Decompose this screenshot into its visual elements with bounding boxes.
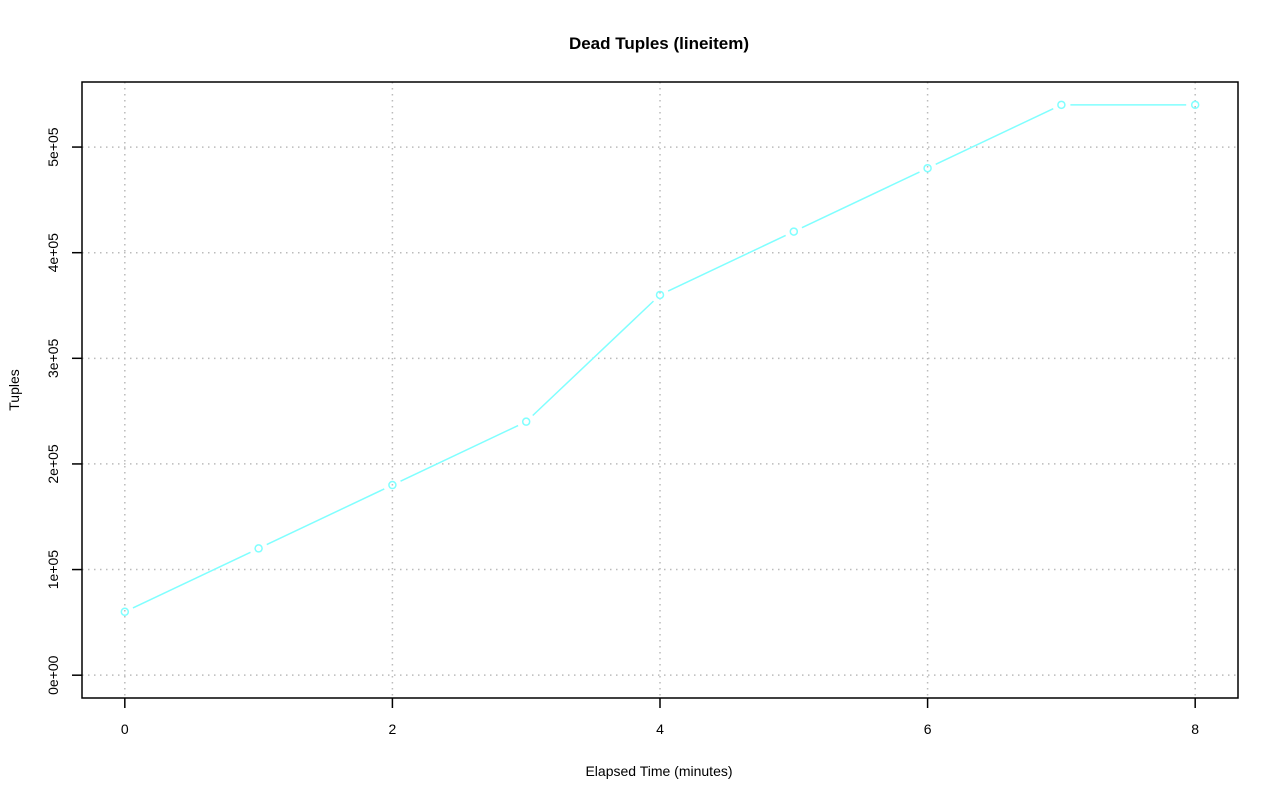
data-point xyxy=(789,227,799,236)
series-line-segment xyxy=(266,488,385,546)
plot-box xyxy=(81,81,1239,699)
series-line-segment xyxy=(667,234,786,292)
series-line-segment xyxy=(935,107,1054,166)
x-axis-label: Elapsed Time (minutes) xyxy=(585,763,732,779)
x-tick-label: 2 xyxy=(389,721,397,737)
data-point xyxy=(120,607,130,617)
y-tick-label: 0e+00 xyxy=(45,655,61,695)
series-line-segment xyxy=(801,171,920,229)
data-point xyxy=(655,290,665,300)
y-tick-label: 2e+05 xyxy=(45,444,61,484)
x-tick-label: 0 xyxy=(121,721,129,737)
grid xyxy=(82,82,1238,698)
data-point xyxy=(923,163,932,173)
x-tick-label: 4 xyxy=(656,721,664,737)
data-point xyxy=(388,480,397,490)
x-tick-label: 6 xyxy=(924,721,932,737)
data-point xyxy=(254,544,263,553)
y-tick-label: 4e+05 xyxy=(45,233,61,273)
series-line-segment xyxy=(532,300,654,417)
x-tick-label: 8 xyxy=(1191,721,1199,737)
y-tick-label: 5e+05 xyxy=(45,127,61,167)
x-axis: 0 2 4 6 8 xyxy=(121,698,1199,737)
series-line-segment xyxy=(132,551,251,609)
data-point xyxy=(1190,100,1200,110)
y-tick-label: 3e+05 xyxy=(45,338,61,378)
data-point xyxy=(1057,100,1066,110)
y-axis: 0e+00 1e+05 2e+05 3e+05 4e+05 5e+05 xyxy=(45,127,82,695)
y-tick-label: 1e+05 xyxy=(45,550,61,590)
series-line-segment xyxy=(400,424,519,482)
y-axis-label: Tuples xyxy=(6,369,22,411)
chart-title: Dead Tuples (lineitem) xyxy=(569,34,749,53)
data-point xyxy=(521,417,531,426)
series xyxy=(120,100,1200,617)
